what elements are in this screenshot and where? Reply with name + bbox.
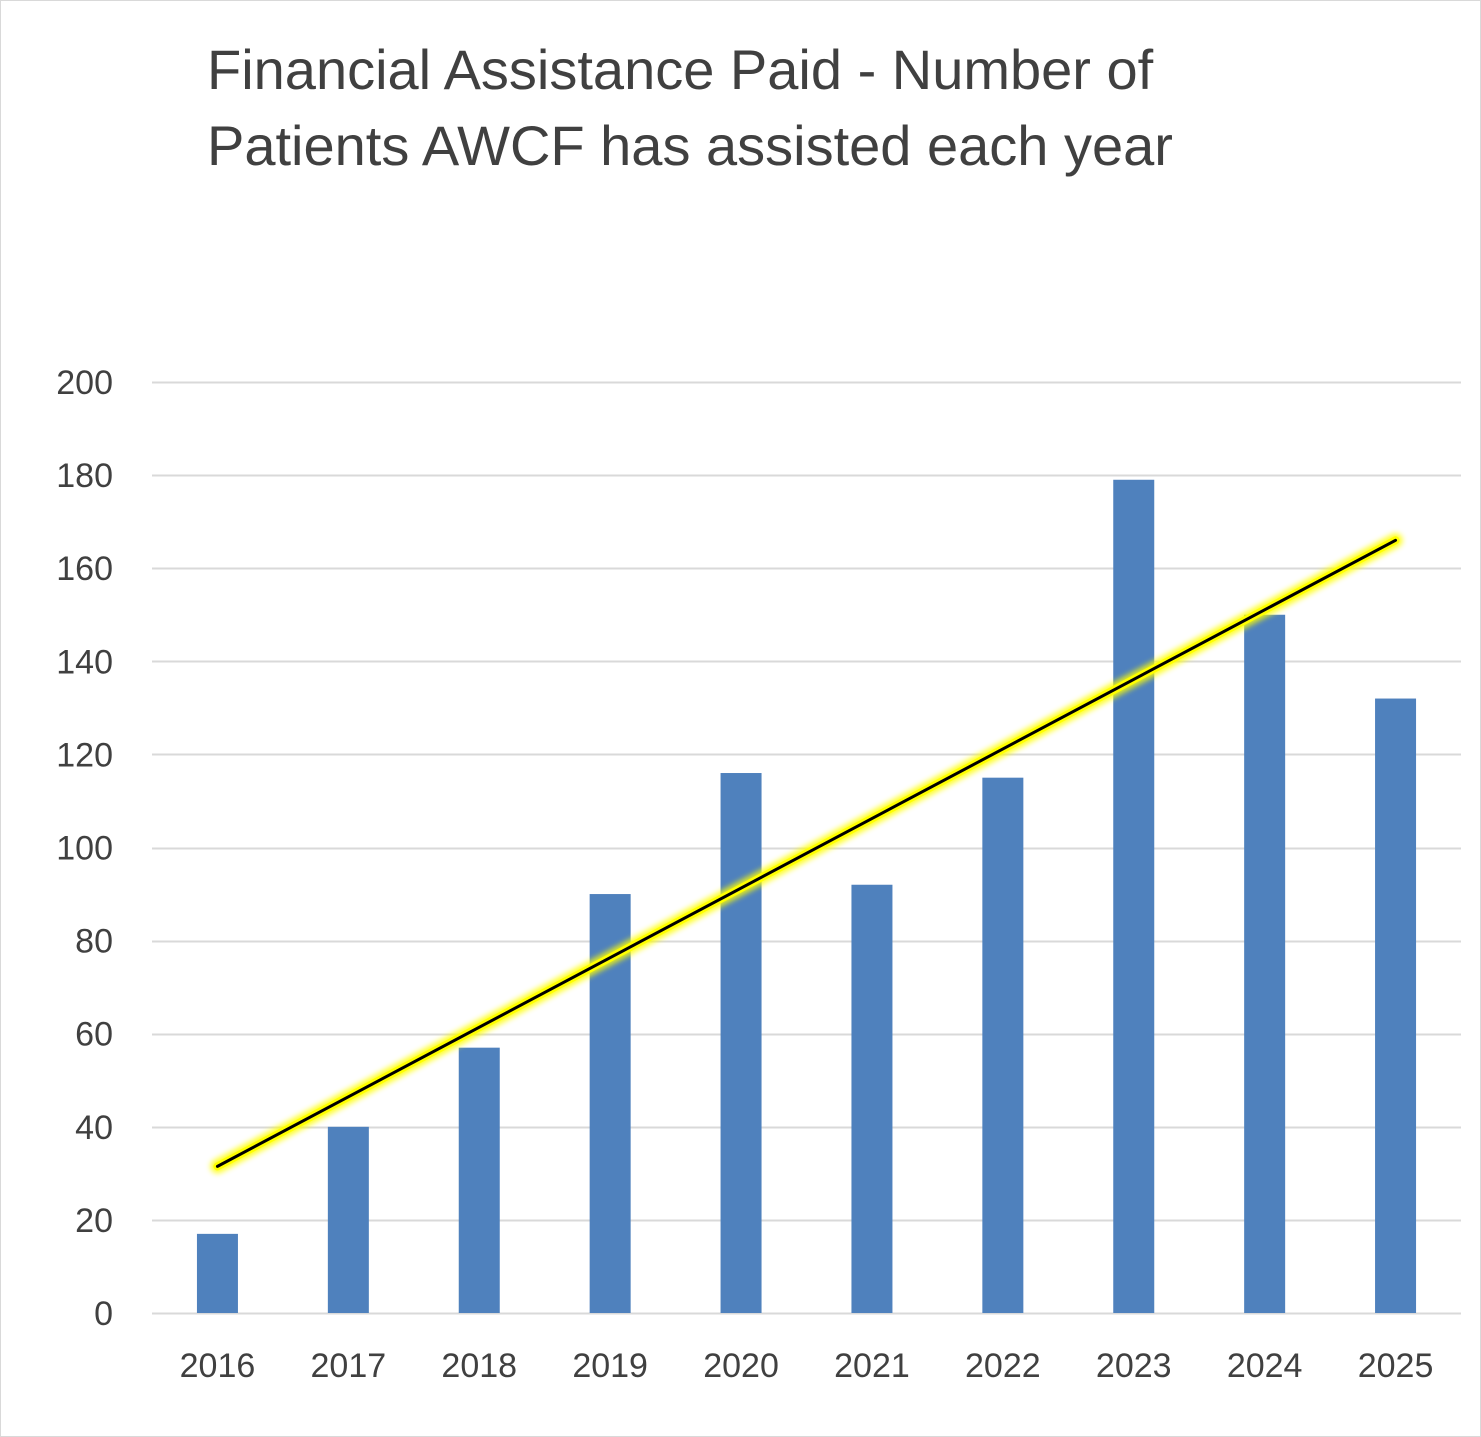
bar-2024: [1244, 614, 1286, 1313]
x-tick-label: 2022: [965, 1347, 1041, 1385]
chart-title: Financial Assistance Paid - Number of Pa…: [207, 32, 1247, 184]
trendline: [210, 533, 1403, 1174]
bar-2021: [851, 884, 893, 1313]
y-tick-label: 20: [75, 1202, 113, 1240]
x-tick-label: 2016: [180, 1347, 256, 1385]
chart-title-line-2: Patients AWCF has assisted each year: [207, 114, 1173, 177]
bar-2020: [720, 773, 762, 1313]
x-tick-label: 2024: [1227, 1347, 1303, 1385]
bar-2018: [458, 1047, 500, 1313]
x-tick-label: 2021: [834, 1347, 910, 1385]
y-axis-tick-labels: 0 20 40 60 80 100 120 140 160 180 200: [56, 364, 113, 1333]
x-axis-tick-labels: 2016 2017 2018 2019 2020 2021 2022 2023 2024 2025: [180, 1347, 1434, 1385]
y-tick-label: 180: [56, 457, 113, 495]
y-tick-label: 60: [75, 1016, 113, 1054]
x-tick-label: 2020: [703, 1347, 779, 1385]
bar-2025: [1375, 698, 1417, 1313]
trendline-line: [215, 538, 1398, 1168]
y-tick-label: 120: [56, 736, 113, 774]
chart-title-line-1: Financial Assistance Paid - Number of: [207, 38, 1154, 101]
bar-2022: [982, 777, 1024, 1313]
y-tick-label: 80: [75, 923, 113, 961]
x-tick-label: 2017: [311, 1347, 387, 1385]
x-tick-label: 2023: [1096, 1347, 1172, 1385]
x-tick-label: 2025: [1358, 1347, 1434, 1385]
x-tick-label: 2019: [572, 1347, 648, 1385]
x-tick-label: 2018: [441, 1347, 517, 1385]
y-tick-label: 140: [56, 643, 113, 681]
y-tick-label: 100: [56, 830, 113, 868]
y-tick-label: 200: [56, 364, 113, 402]
bar-2016: [196, 1233, 238, 1313]
y-tick-label: 160: [56, 550, 113, 588]
y-tick-label: 0: [94, 1295, 113, 1333]
y-tick-label: 40: [75, 1109, 113, 1147]
bar-2017: [327, 1126, 369, 1313]
bars: [196, 479, 1417, 1313]
bar-2023: [1113, 479, 1155, 1313]
gridlines: [152, 381, 1461, 1315]
